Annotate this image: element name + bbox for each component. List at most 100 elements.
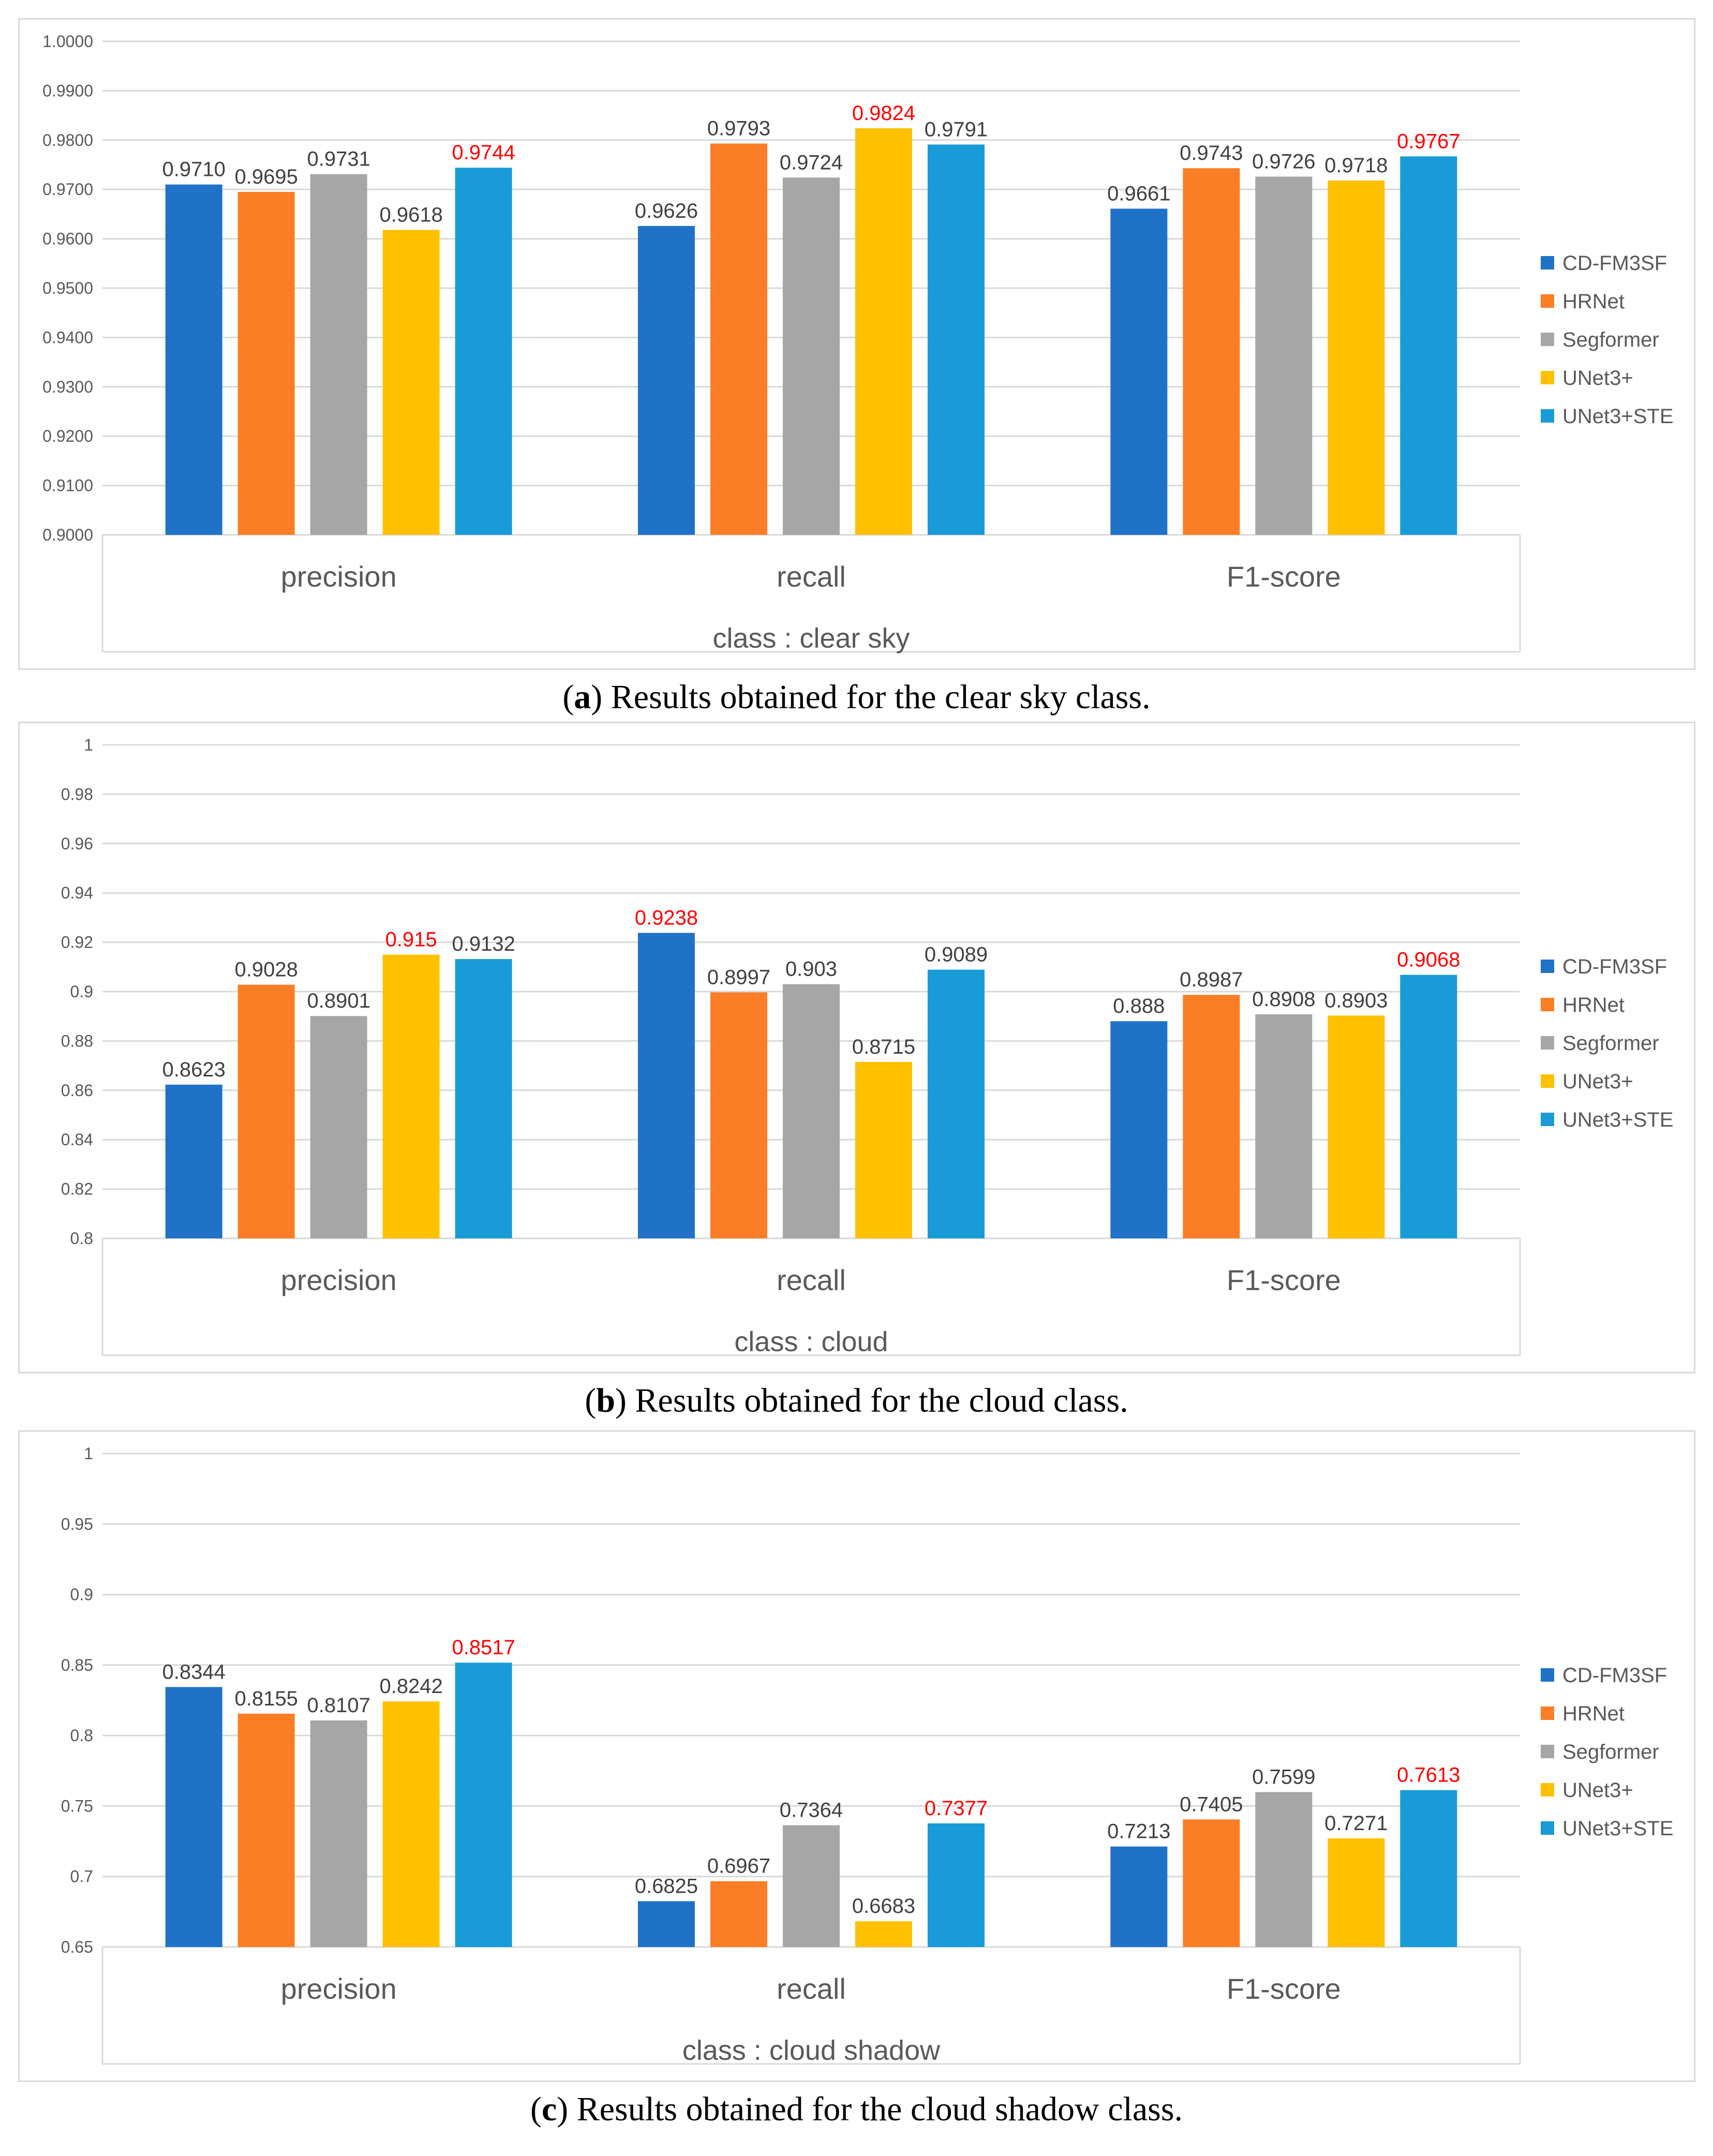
caption-a-close: ) <box>591 678 603 716</box>
data-label-cd-fm3sf-precision: 0.9710 <box>162 158 225 181</box>
legend-label-segformer: Segformer <box>1562 1741 1659 1763</box>
x-category-label: precision <box>281 1972 397 2005</box>
caption-cloud: (b) Results obtained for the cloud class… <box>0 1381 1713 1420</box>
bar-unet3-ste-recall <box>928 1823 985 1947</box>
x-category-label: F1-score <box>1227 1972 1341 2005</box>
x-axis-title: class : cloud shadow <box>682 2035 941 2066</box>
x-category-label: recall <box>777 1264 846 1296</box>
y-tick-label: 0.9700 <box>42 180 93 199</box>
legend-swatch-segformer <box>1541 1036 1554 1050</box>
bar-segformer-precision <box>310 1016 367 1238</box>
caption-c-text: Results obtained for the cloud shadow cl… <box>568 2090 1183 2128</box>
bar-cd-fm3sf-precision <box>165 1687 222 1947</box>
data-label-hrnet-f1-score: 0.9743 <box>1180 142 1243 164</box>
chart-svg-cloud: 1 0.98 0.96 0.94 0.92 0.9 0.88 0.86 0.84 0.82 0.8 0… <box>61 736 1674 1357</box>
data-label-hrnet-precision: 0.9028 <box>234 959 297 981</box>
bar-hrnet-precision <box>237 1713 295 1947</box>
chart-svg-cloud-shadow: 1 0.95 0.9 0.85 0.8 0.75 0.7 0.65 0.8344 0.8155 0.… <box>61 1444 1674 2066</box>
x-category-label: precision <box>281 560 397 593</box>
bar-cd-fm3sf-recall <box>638 226 695 535</box>
data-label-hrnet-recall: 0.8997 <box>707 966 770 989</box>
bar-cd-fm3sf-recall <box>638 1901 695 1947</box>
bar-cd-fm3sf-precision <box>165 184 222 535</box>
legend-swatch-segformer <box>1541 1745 1554 1758</box>
legend-label-unet3-ste: UNet3+STE <box>1562 1109 1674 1131</box>
y-tick-label: 0.75 <box>61 1796 93 1815</box>
bar-segformer-f1-score <box>1255 1014 1313 1238</box>
legend-swatch-cd-fm3sf <box>1541 256 1554 270</box>
data-label-segformer-recall: 0.9724 <box>780 151 843 174</box>
caption-b-close: ) <box>615 1382 627 1419</box>
data-label-segformer-precision: 0.8901 <box>307 990 370 1012</box>
data-label-cd-fm3sf-precision: 0.8623 <box>162 1058 225 1081</box>
y-tick-label: 0.9500 <box>42 279 93 297</box>
y-tick-label: 1.0000 <box>42 32 93 51</box>
legend-swatch-hrnet <box>1541 998 1554 1011</box>
bar-cd-fm3sf-f1-score <box>1110 1846 1168 1947</box>
legend-swatch-unet3 <box>1541 1074 1554 1088</box>
bar-segformer-precision <box>310 1720 367 1947</box>
y-tick-label: 1 <box>84 736 93 754</box>
caption-b-letter: b <box>596 1382 616 1419</box>
bar-unet3-ste-recall <box>928 144 985 535</box>
x-category-label: precision <box>281 1264 397 1296</box>
chart-panel-clear-sky: 1.0000 0.9900 0.9800 0.9700 0.9600 0.9500 0.94… <box>18 18 1695 670</box>
legend-label-hrnet: HRNet <box>1562 1702 1625 1725</box>
bar-hrnet-recall <box>710 992 767 1238</box>
data-label-segformer-precision: 0.9731 <box>307 148 370 171</box>
legend-swatch-hrnet <box>1541 294 1554 308</box>
data-label-unet3-f1-score: 0.8903 <box>1324 989 1388 1012</box>
data-label-unet3-ste-precision: 0.9744 <box>452 141 515 164</box>
y-tick-label: 0.85 <box>61 1656 93 1674</box>
x-axis-title: class : cloud <box>734 1326 888 1357</box>
caption-a-text: Results obtained for the clear sky class… <box>602 678 1151 716</box>
legend-label-unet3-ste: UNet3+STE <box>1562 405 1674 428</box>
legend-swatch-unet3-ste <box>1541 1821 1554 1835</box>
data-label-unet3-ste-precision: 0.8517 <box>452 1636 515 1659</box>
bar-unet3-ste-recall <box>928 969 985 1238</box>
bar-unet3-ste-precision <box>455 168 512 535</box>
data-label-unet3-recall: 0.8715 <box>852 1036 915 1058</box>
data-label-unet3-ste-f1-score: 0.9767 <box>1397 130 1460 153</box>
data-label-hrnet-precision: 0.9695 <box>234 166 297 188</box>
y-tick-label: 0.96 <box>61 834 93 853</box>
data-label-hrnet-f1-score: 0.7405 <box>1180 1793 1243 1816</box>
data-label-cd-fm3sf-recall: 0.6825 <box>635 1875 698 1897</box>
data-label-unet3-ste-recall: 0.9791 <box>925 118 988 141</box>
y-tick-label: 0.88 <box>61 1031 93 1050</box>
y-tick-label: 0.65 <box>61 1938 93 1956</box>
data-label-segformer-f1-score: 0.7599 <box>1252 1765 1315 1788</box>
bar-unet3-recall <box>855 1061 912 1238</box>
bar-cd-fm3sf-recall <box>638 933 695 1238</box>
x-axis-title: class : clear sky <box>712 623 910 654</box>
y-tick-label: 0.84 <box>61 1130 93 1149</box>
bar-unet3-ste-f1-score <box>1400 1790 1457 1947</box>
y-tick-label: 0.82 <box>61 1180 93 1199</box>
bar-unet3-ste-precision <box>455 959 512 1238</box>
bar-unet3-ste-f1-score <box>1400 156 1457 535</box>
legend-label-unet3-ste: UNet3+STE <box>1562 1817 1674 1840</box>
bar-hrnet-f1-score <box>1183 168 1240 535</box>
data-label-cd-fm3sf-recall: 0.9626 <box>635 200 698 222</box>
y-tick-label: 0.8 <box>70 1726 93 1745</box>
bar-cd-fm3sf-f1-score <box>1110 1021 1168 1238</box>
y-tick-label: 0.9200 <box>42 427 93 445</box>
legend-swatch-hrnet <box>1541 1706 1554 1720</box>
caption-c-close: ) <box>557 2090 569 2128</box>
data-label-segformer-recall: 0.7364 <box>780 1799 843 1821</box>
legend-swatch-cd-fm3sf <box>1541 1668 1554 1682</box>
legend-swatch-unet3-ste <box>1541 409 1554 423</box>
legend-label-hrnet: HRNet <box>1562 290 1625 313</box>
legend-label-segformer: Segformer <box>1562 328 1659 351</box>
legend-swatch-unet3 <box>1541 371 1554 384</box>
caption-a-letter: a <box>574 678 591 716</box>
y-tick-label: 0.8 <box>70 1229 93 1248</box>
bar-hrnet-recall <box>710 1881 767 1947</box>
bar-hrnet-f1-score <box>1183 995 1240 1238</box>
y-tick-label: 0.9 <box>70 982 93 1001</box>
chart-svg-clear-sky: 1.0000 0.9900 0.9800 0.9700 0.9600 0.9500 0.94… <box>42 32 1674 654</box>
data-label-unet3-ste-precision: 0.9132 <box>452 933 515 955</box>
bar-unet3-precision <box>382 230 440 535</box>
x-category-label: F1-score <box>1227 1264 1341 1296</box>
y-tick-label: 0.9100 <box>42 476 93 495</box>
